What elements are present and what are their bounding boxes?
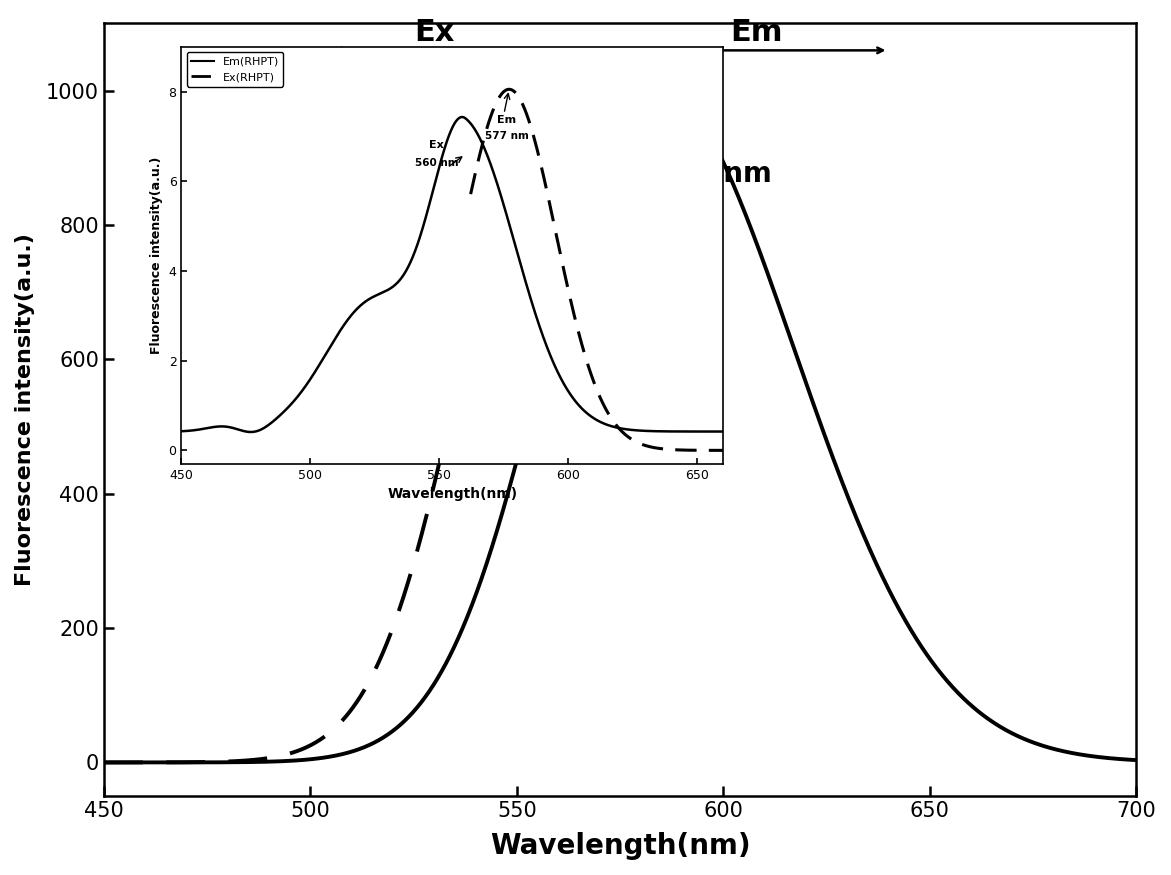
Text: Ex: Ex — [415, 18, 454, 47]
Text: 582nm: 582nm — [665, 160, 773, 188]
Text: 560nm: 560nm — [434, 160, 542, 188]
Text: Em: Em — [730, 18, 782, 47]
X-axis label: Wavelength(nm): Wavelength(nm) — [489, 832, 751, 860]
Y-axis label: Fluorescence intensity(a.u.): Fluorescence intensity(a.u.) — [15, 234, 35, 586]
